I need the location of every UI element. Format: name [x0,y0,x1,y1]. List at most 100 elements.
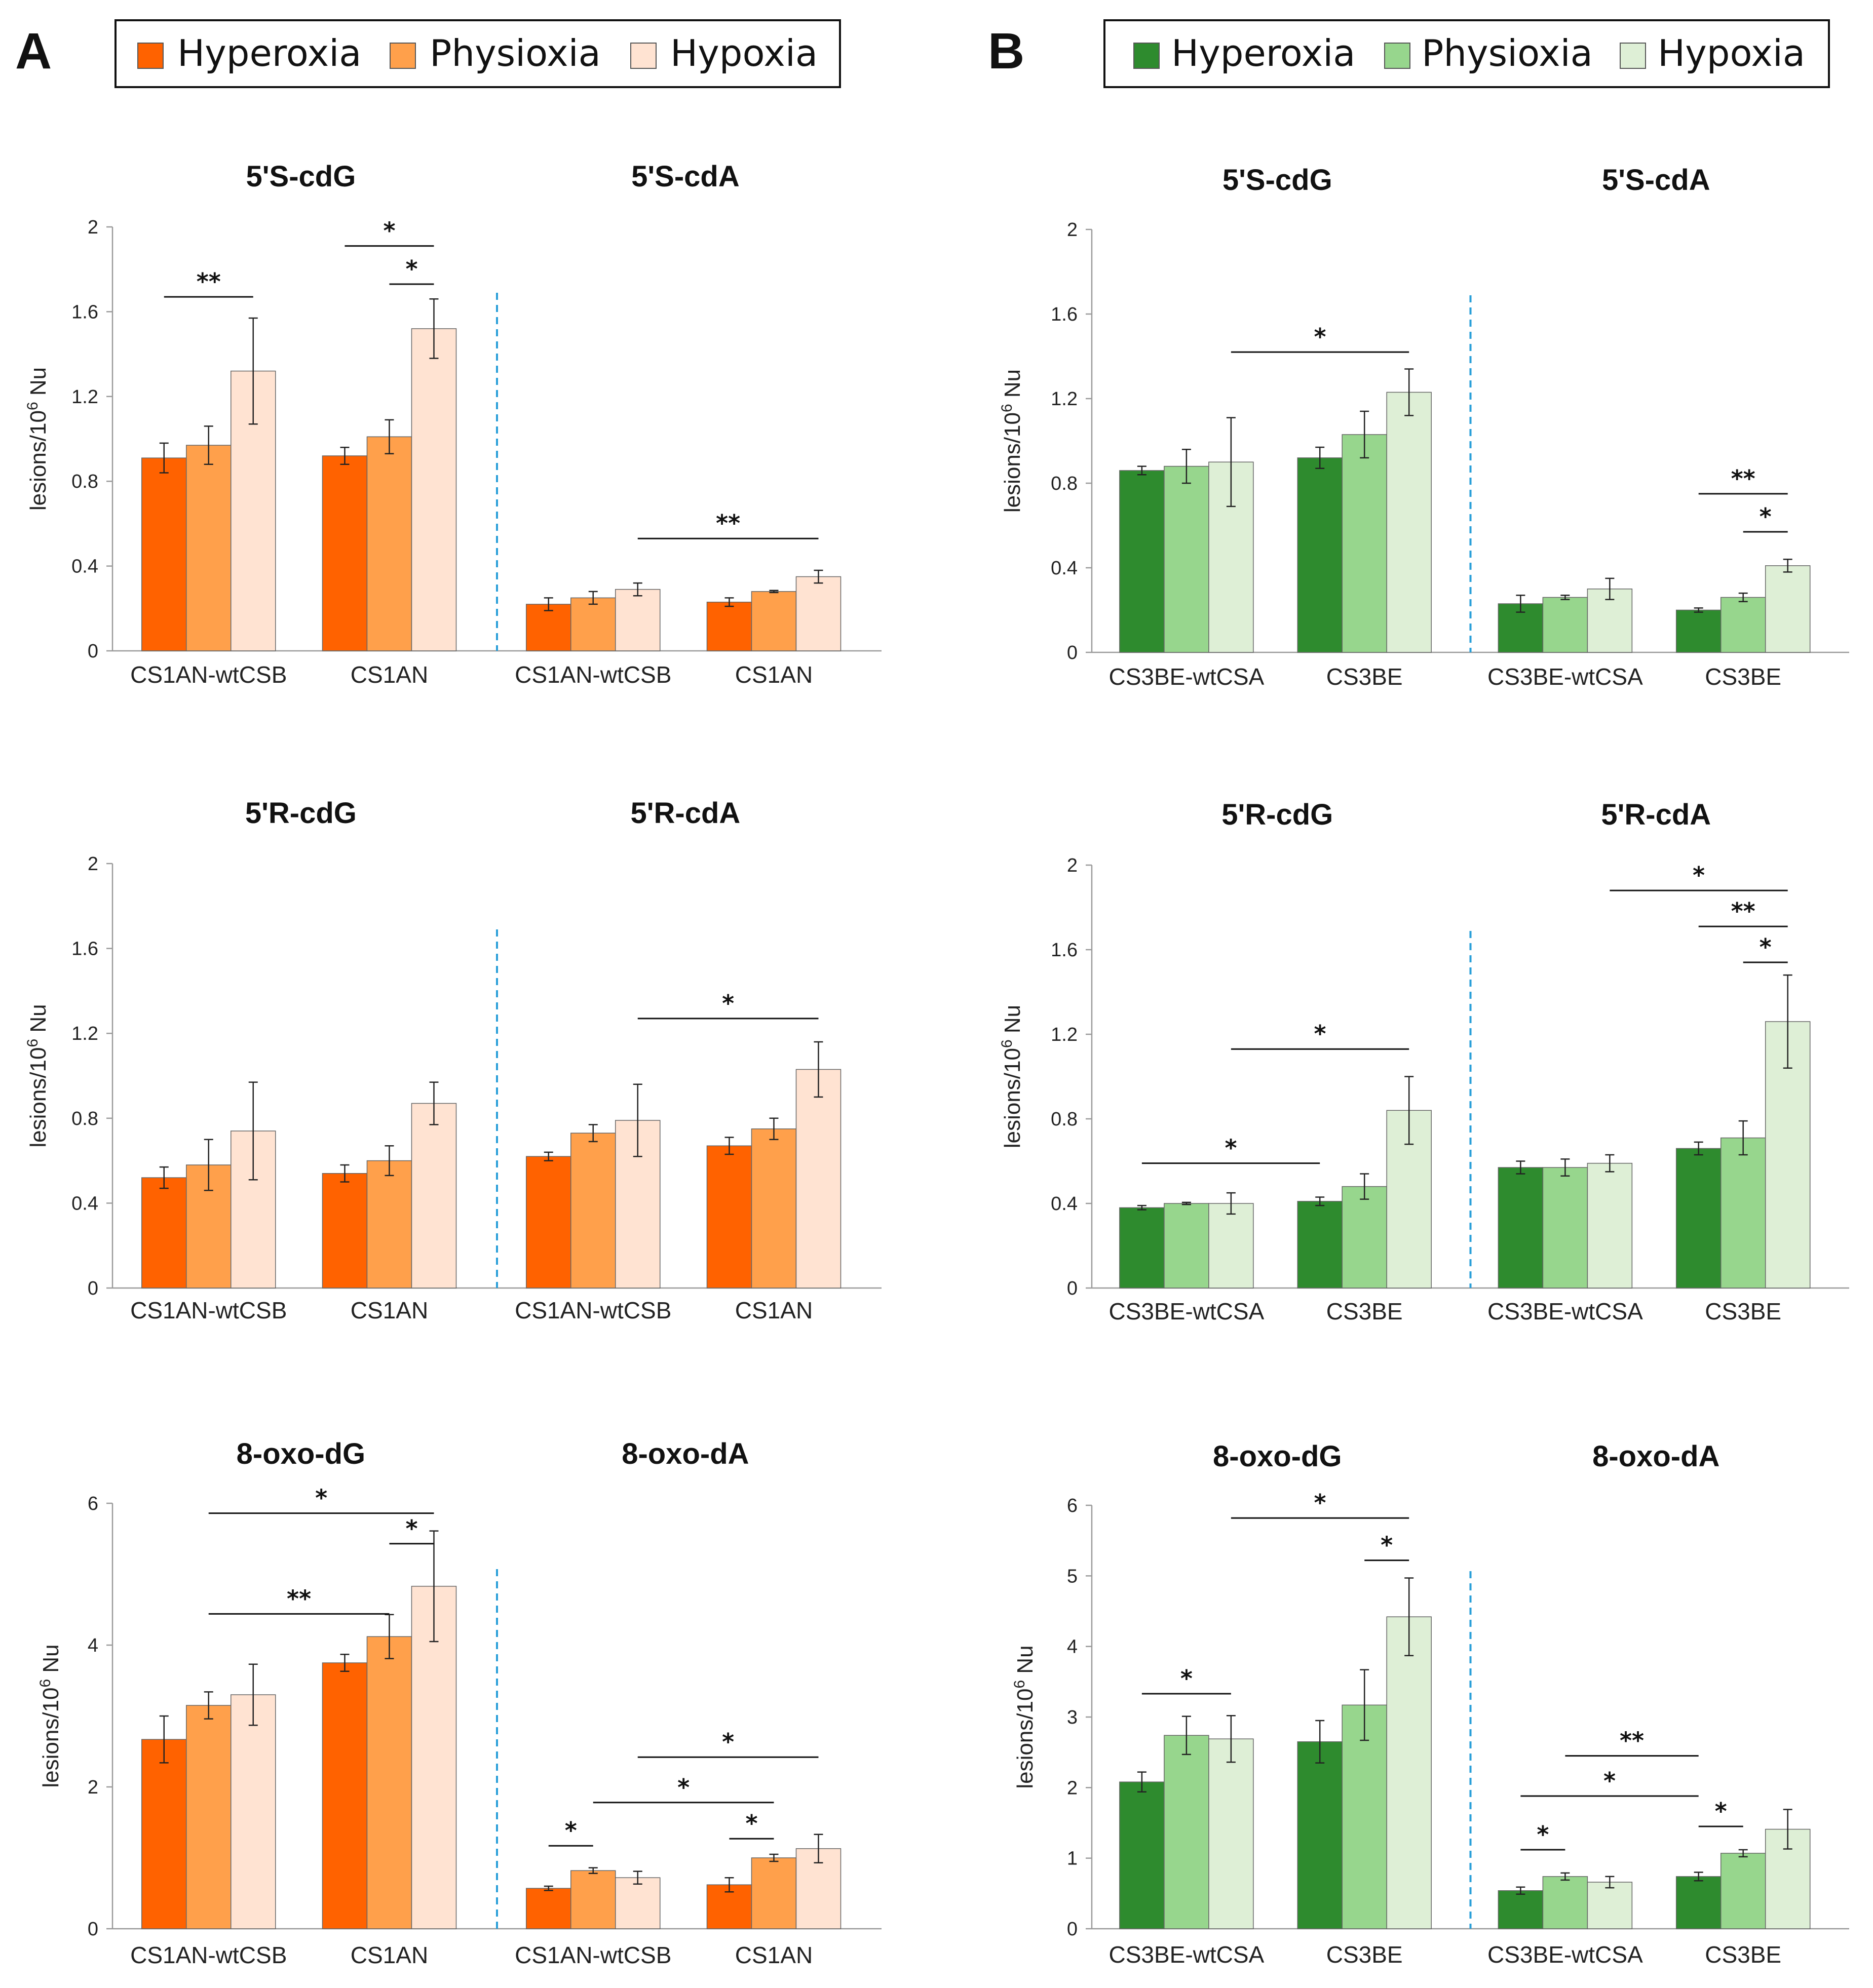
significance-label: ** [1731,898,1755,925]
chart-title: 5'R-cdG [245,797,357,830]
y-tick-label: 1.6 [71,301,98,323]
bar [1542,597,1588,653]
bar [186,445,232,651]
legend-box-b [1103,19,1830,88]
chart-a-2: 0 2 4 6 lesions/106 Nu 8-oxo-dG CS1AN-wtCSB CS1… [37,1437,882,1968]
chart-b-0: 0 0.4 0.8 1.2 1.6 2 lesions/106 Nu 5'S-cdG CS3BE… [999,164,1849,690]
bar [141,1739,187,1929]
bar [751,591,797,651]
significance-label: * [1603,1767,1616,1795]
bar [1342,1186,1387,1289]
bar [1119,470,1165,653]
chart-title: 8-oxo-dA [1592,1440,1719,1473]
chart-title: 5'R-cdA [1601,798,1711,831]
chart-a-1: 0 0.4 0.8 1.2 1.6 2 lesions/106 Nu 5'R-cdG CS1AN… [24,797,882,1323]
category-label: CS1AN-wtCSB [130,1297,287,1323]
y-tick-label: 0 [88,1919,98,1940]
y-tick-label: 0.4 [71,556,98,577]
y-tick-label: 3 [1067,1707,1078,1728]
y-tick-label: 1.2 [1051,1024,1078,1045]
significance-label: * [1314,323,1326,350]
y-tick-label: 2 [1067,855,1078,876]
y-tick-label: 4 [88,1635,98,1656]
chart-title: 5'S-cdA [631,160,740,193]
significance-label: * [383,217,395,245]
legend-label-b-physioxia: Physioxia [1422,32,1593,74]
y-tick-label: 0 [1067,1278,1078,1299]
category-label: CS1AN-wtCSB [130,661,287,688]
significance-label: * [1314,1489,1326,1516]
bar [706,601,752,651]
panel-b-header: B Hyperoxia Physioxia Hypoxia [988,19,1830,88]
significance-label: * [1760,933,1772,961]
bar [1119,1207,1165,1289]
y-tick-label: 6 [88,1493,98,1514]
y-axis-label: lesions/106 Nu [1011,1645,1038,1788]
category-label: CS3BE [1705,664,1781,690]
bar [1675,609,1722,653]
y-tick-label: 0.4 [71,1193,98,1214]
legend-swatch-b-physioxia [1384,43,1410,69]
chart-title: 5'S-cdG [246,160,356,193]
legend-label-a-hyperoxia: Hyperoxia [177,32,361,74]
panel-letter-a: A [15,23,52,80]
bar [231,1694,276,1929]
significance-label: * [722,1728,734,1756]
category-label: CS3BE [1326,1298,1403,1324]
category-label: CS1AN [351,661,428,688]
significance-label: * [1314,1020,1326,1047]
bar [1675,1148,1722,1289]
category-label: CS1AN [351,1942,428,1968]
legend-label-b-hyperoxia: Hyperoxia [1171,32,1355,74]
y-tick-label: 0.4 [1051,1193,1078,1215]
y-tick-label: 2 [88,853,98,875]
panel-letter-b: B [988,23,1024,80]
bar [1164,1203,1209,1289]
category-label: CS1AN-wtCSB [130,1942,287,1968]
category-label: CS3BE [1705,1298,1781,1324]
significance-label: * [1537,1821,1549,1848]
panel-a-header: A Hyperoxia Physioxia Hypoxia [15,19,841,88]
bar [751,1128,797,1289]
bar [1119,1781,1165,1929]
significance-label: * [1715,1798,1727,1825]
bar [526,604,571,651]
chart-title: 8-oxo-dG [1213,1440,1342,1473]
bar [570,597,616,651]
bar [1386,1616,1432,1929]
bar [570,1133,616,1289]
bar [186,1705,232,1929]
bar [1720,597,1766,653]
significance-label: ** [287,1585,311,1612]
category-label: CS3BE [1326,1941,1403,1968]
significance-label: * [1225,1135,1237,1162]
y-tick-label: 5 [1067,1566,1078,1587]
y-tick-label: 0 [1067,642,1078,664]
y-tick-label: 1.6 [71,939,98,960]
legend-swatch-a-hyperoxia [137,43,164,69]
y-tick-label: 0.8 [71,1108,98,1129]
chart-b-1: 0 0.4 0.8 1.2 1.6 2 lesions/106 Nu 5'R-cdG CS3BE… [999,798,1849,1324]
category-label: CS1AN [735,1942,813,1968]
y-tick-label: 0.8 [71,471,98,492]
significance-label: ** [716,510,740,537]
bar [366,436,412,651]
category-label: CS3BE-wtCSA [1487,664,1643,690]
y-axis-label: lesions/106 Nu [24,1004,51,1147]
y-tick-label: 0.4 [1051,558,1078,579]
significance-label: * [1760,503,1772,530]
significance-label: * [722,990,734,1017]
y-tick-label: 0 [1067,1919,1078,1940]
chart-title: 8-oxo-dA [622,1437,749,1470]
legend-label-b-hypoxia: Hypoxia [1658,32,1805,74]
category-label: CS3BE [1705,1941,1781,1968]
charts: 0 0.4 0.8 1.2 1.6 2 lesions/106 Nu 5'S-cdG CS1AN… [24,160,1849,1968]
bar [322,1173,368,1289]
category-label: CS3BE [1326,664,1403,690]
category-label: CS1AN [735,661,813,688]
bar [706,1145,752,1289]
bar [411,1103,457,1289]
y-tick-label: 2 [88,217,98,238]
bar [1208,1738,1254,1929]
